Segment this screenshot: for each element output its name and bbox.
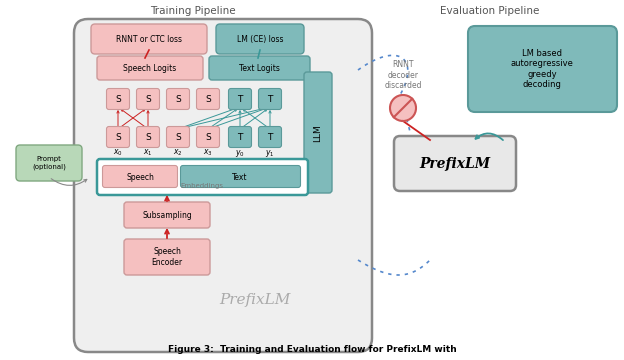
Text: $x_2$: $x_2$: [173, 148, 183, 158]
FancyBboxPatch shape: [124, 202, 210, 228]
Text: S: S: [115, 132, 121, 141]
Text: T: T: [237, 95, 243, 104]
FancyBboxPatch shape: [197, 89, 220, 109]
Text: $y_0$: $y_0$: [235, 148, 245, 158]
Text: Figure 3:  Training and Evaluation flow for PrefixLM with: Figure 3: Training and Evaluation flow f…: [168, 346, 456, 355]
Text: Text: Text: [232, 172, 248, 181]
FancyBboxPatch shape: [394, 136, 516, 191]
Text: PrefixLM: PrefixLM: [419, 157, 490, 171]
FancyBboxPatch shape: [468, 26, 617, 112]
FancyBboxPatch shape: [304, 72, 332, 193]
FancyBboxPatch shape: [102, 166, 177, 188]
Text: RNNT or CTC loss: RNNT or CTC loss: [116, 35, 182, 44]
Text: T: T: [237, 132, 243, 141]
Text: Speech Logits: Speech Logits: [124, 63, 177, 72]
Text: S: S: [115, 95, 121, 104]
Text: $x_1$: $x_1$: [143, 148, 153, 158]
Text: PrefixLM: PrefixLM: [219, 293, 291, 307]
Text: Training Pipeline: Training Pipeline: [150, 6, 236, 16]
FancyBboxPatch shape: [124, 239, 210, 275]
Text: S: S: [205, 95, 211, 104]
Circle shape: [390, 95, 416, 121]
Text: Evaluation Pipeline: Evaluation Pipeline: [441, 6, 540, 16]
FancyBboxPatch shape: [197, 126, 220, 148]
FancyBboxPatch shape: [180, 166, 301, 188]
FancyBboxPatch shape: [16, 145, 82, 181]
FancyArrowPatch shape: [51, 179, 87, 185]
FancyBboxPatch shape: [74, 19, 372, 352]
FancyBboxPatch shape: [216, 24, 304, 54]
Text: $x_3$: $x_3$: [203, 148, 213, 158]
Text: Embeddings: Embeddings: [180, 183, 223, 189]
Text: S: S: [175, 132, 181, 141]
Text: S: S: [175, 95, 181, 104]
Text: Prompt
(optional): Prompt (optional): [32, 156, 66, 170]
Text: Speech: Speech: [126, 172, 154, 181]
FancyBboxPatch shape: [137, 89, 160, 109]
Text: S: S: [145, 132, 151, 141]
FancyBboxPatch shape: [209, 56, 310, 80]
Text: S: S: [205, 132, 211, 141]
FancyBboxPatch shape: [91, 24, 207, 54]
Text: $x_0$: $x_0$: [113, 148, 123, 158]
Text: $y_1$: $y_1$: [265, 148, 275, 158]
FancyBboxPatch shape: [107, 126, 130, 148]
FancyBboxPatch shape: [228, 89, 251, 109]
FancyBboxPatch shape: [228, 126, 251, 148]
Text: Subsampling: Subsampling: [142, 211, 192, 220]
FancyBboxPatch shape: [258, 89, 281, 109]
Text: LLM: LLM: [313, 124, 323, 142]
Text: S: S: [145, 95, 151, 104]
FancyBboxPatch shape: [97, 56, 203, 80]
FancyArrowPatch shape: [475, 134, 503, 140]
Text: LM based
autoregressive
greedy
decoding: LM based autoregressive greedy decoding: [510, 49, 573, 89]
Text: Text Logits: Text Logits: [238, 63, 280, 72]
FancyBboxPatch shape: [167, 89, 190, 109]
Text: T: T: [267, 95, 273, 104]
Text: RNNT
decoder
discarded: RNNT decoder discarded: [384, 60, 422, 90]
FancyBboxPatch shape: [97, 159, 308, 195]
Text: T: T: [267, 132, 273, 141]
Text: LM (CE) loss: LM (CE) loss: [236, 35, 283, 44]
FancyBboxPatch shape: [167, 126, 190, 148]
FancyBboxPatch shape: [258, 126, 281, 148]
FancyBboxPatch shape: [107, 89, 130, 109]
Text: Speech
Encoder: Speech Encoder: [152, 247, 183, 267]
FancyBboxPatch shape: [137, 126, 160, 148]
